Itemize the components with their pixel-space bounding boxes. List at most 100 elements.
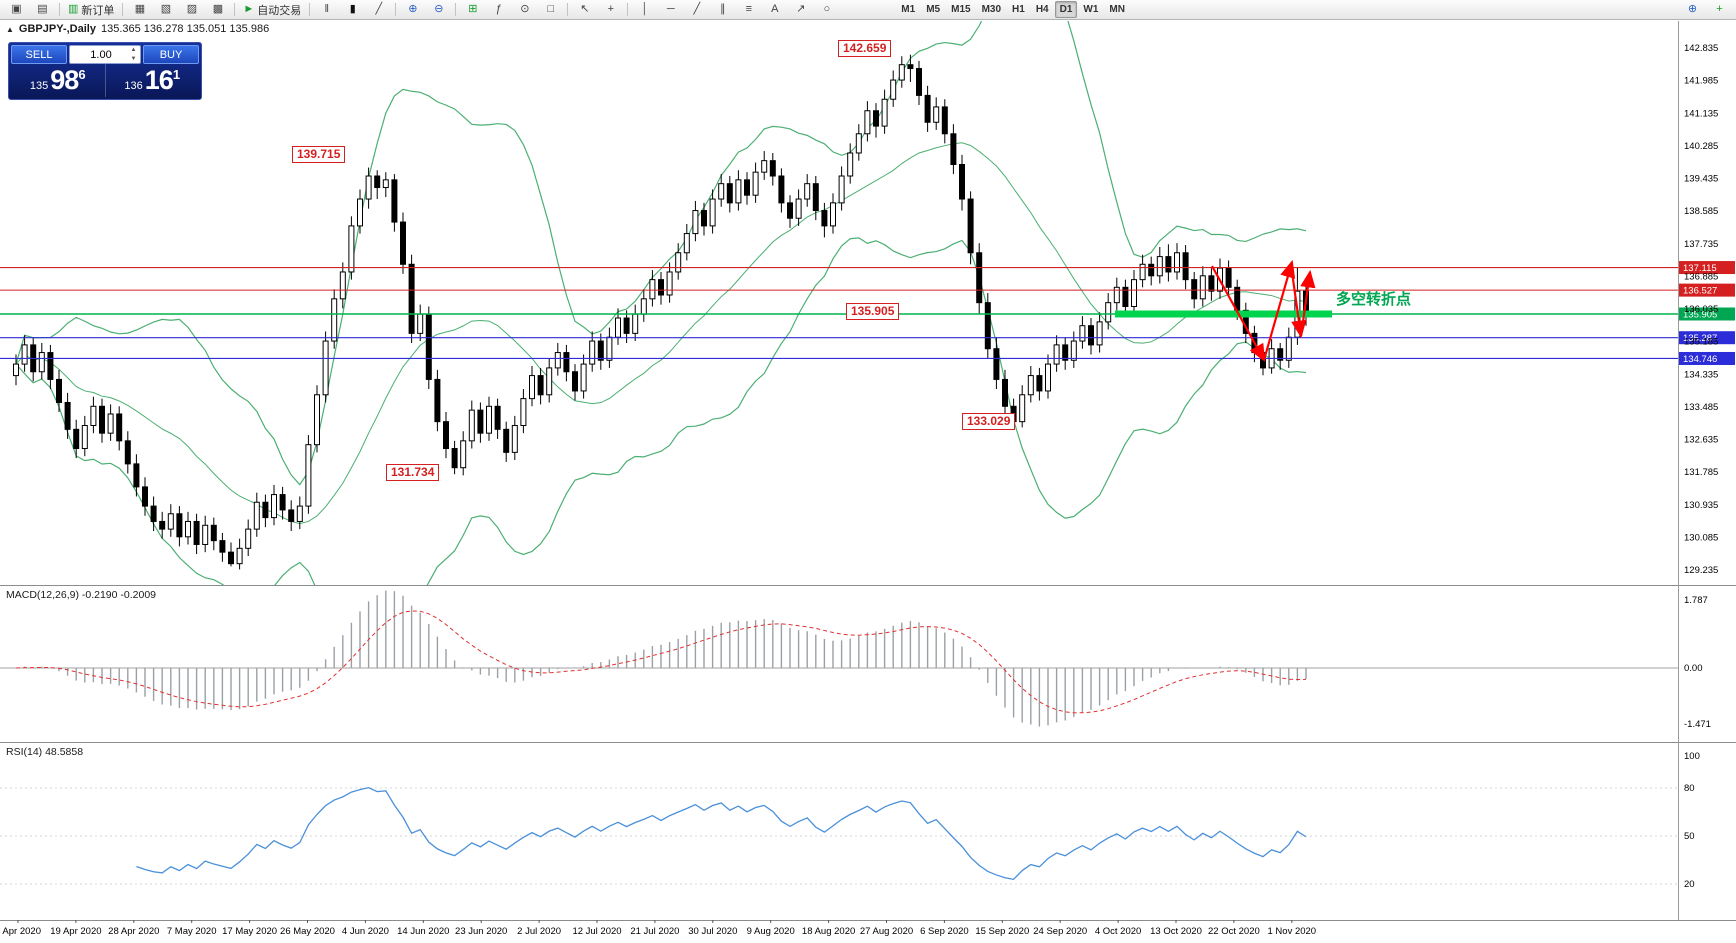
candle <box>1062 337 1069 370</box>
candle <box>563 344 570 382</box>
timeframe-m5[interactable]: M5 <box>926 4 941 15</box>
line-chart-icon[interactable]: ╱ <box>366 0 391 19</box>
candle <box>898 56 905 88</box>
price-callout[interactable]: 139.715 <box>292 146 346 163</box>
profiles-icon[interactable]: ▤ <box>30 0 55 19</box>
candle <box>1096 312 1103 353</box>
lot-size-field: ▲ ▼ <box>69 45 141 64</box>
time-axis[interactable]: 8 Apr 2020 19 Apr 2020 28 Apr 2020 7 May 20… <box>0 920 1316 937</box>
sell-button[interactable]: SELL <box>11 45 67 64</box>
candle <box>365 167 372 209</box>
add-chart-icon[interactable]: + <box>1707 0 1732 19</box>
sell-price[interactable]: 135 98 6 <box>11 64 106 97</box>
tile-windows-icon[interactable]: ⊞ <box>460 0 485 19</box>
lot-decrement-button[interactable]: ▼ <box>130 55 137 62</box>
macd-axis-label: 1.787 <box>1684 595 1708 606</box>
trend-arrow[interactable] <box>1299 269 1316 337</box>
price-callout[interactable]: 142.659 <box>838 40 892 57</box>
candle <box>1079 316 1086 349</box>
market-watch-icon[interactable]: ▦ <box>127 0 152 19</box>
crosshair-icon: + <box>607 3 615 15</box>
candle <box>640 289 647 322</box>
timeframe-w1[interactable]: W1 <box>1083 4 1099 15</box>
timeframe-d1[interactable]: D1 <box>1054 1 1078 18</box>
lot-increment-button[interactable]: ▲ <box>130 47 137 53</box>
trend-arrow[interactable] <box>1262 259 1296 361</box>
time-axis-label: 19 Apr 2020 <box>50 926 101 937</box>
candle <box>417 304 424 342</box>
support-zone-band[interactable] <box>1115 310 1332 318</box>
timeframe-h4[interactable]: H4 <box>1035 4 1049 15</box>
timeframe-m1[interactable]: M1 <box>901 4 916 15</box>
candle <box>1036 367 1043 401</box>
candle <box>1113 277 1120 311</box>
trend-arrow[interactable] <box>1211 265 1266 362</box>
timeframe-h1[interactable]: H1 <box>1012 4 1025 15</box>
candle <box>984 293 991 359</box>
trendline-icon[interactable]: ╱ <box>684 0 709 19</box>
periods-icon[interactable]: ⊙ <box>512 0 537 19</box>
price-callout[interactable]: 133.029 <box>962 413 1016 430</box>
candle <box>219 532 226 562</box>
price-axis[interactable]: 142.835 141.985 141.135 140.285 139.435 138.5… <box>1684 43 1718 576</box>
templates-icon: □ <box>547 3 555 15</box>
search-icon[interactable]: ⊕ <box>1680 0 1705 19</box>
candle <box>142 477 148 516</box>
zoom-in-icon[interactable]: ⊕ <box>400 0 425 19</box>
indicators-icon[interactable]: ƒ <box>486 0 511 19</box>
auto-trading-button[interactable]: ► 自动交易 <box>239 0 305 19</box>
candle <box>202 515 209 553</box>
candle <box>580 354 587 399</box>
candle <box>279 486 286 520</box>
annotation-text[interactable]: 多空转折点 <box>1336 291 1412 308</box>
channel-icon[interactable]: ∥ <box>710 0 735 19</box>
candle <box>735 170 742 211</box>
candle <box>1105 293 1112 330</box>
candle <box>494 398 501 439</box>
timeframe-m15[interactable]: M15 <box>951 4 971 15</box>
cursor-icon[interactable]: ↖ <box>572 0 597 19</box>
price-callout[interactable]: 135.905 <box>846 303 900 320</box>
shapes-icon[interactable]: ○ <box>814 0 839 19</box>
new-order-button[interactable]: ▥ 新订单 <box>64 0 118 19</box>
trend-arrow[interactable] <box>1290 271 1307 339</box>
macd-axis-label: -1.471 <box>1684 719 1711 730</box>
price-axis-label: 138.585 <box>1684 206 1718 217</box>
buy-price[interactable]: 136 16 1 <box>106 64 200 97</box>
templates-icon[interactable]: □ <box>538 0 563 19</box>
vertical-line-icon: │ <box>641 3 649 15</box>
bollinger-lower-band <box>15 237 1307 585</box>
timeframe-m30[interactable]: M30 <box>981 4 1002 15</box>
candles <box>13 54 1309 570</box>
buy-price-prefix: 136 <box>124 80 143 92</box>
macd-label: MACD(12,26,9) -0.2190 -0.2009 <box>6 589 156 601</box>
data-window-icon[interactable]: ▧ <box>153 0 178 19</box>
lot-size-input[interactable] <box>70 48 140 61</box>
timeframe-mn[interactable]: MN <box>1109 4 1125 15</box>
new-chart-icon[interactable]: ▣ <box>4 0 29 19</box>
rsi-axis-label: 100 <box>1684 751 1700 762</box>
navigator-icon[interactable]: ▨ <box>179 0 204 19</box>
arrows-icon[interactable]: ↗ <box>788 0 813 19</box>
price-callout[interactable]: 131.734 <box>386 464 440 481</box>
zoom-out-icon[interactable]: ⊖ <box>426 0 451 19</box>
candle <box>81 415 88 457</box>
time-axis-label: 28 Apr 2020 <box>108 926 159 937</box>
time-axis-label: 1 Nov 2020 <box>1268 926 1317 937</box>
text-icon[interactable]: A <box>762 0 787 19</box>
price-axis-label: 135.185 <box>1684 337 1718 348</box>
horizontal-line-icon[interactable]: ─ <box>658 0 683 19</box>
candle <box>1208 268 1215 301</box>
crosshair-icon[interactable]: + <box>598 0 623 19</box>
vertical-line-icon[interactable]: │ <box>632 0 657 19</box>
terminal-icon[interactable]: ▩ <box>205 0 230 19</box>
candlestick-chart-icon[interactable]: ▮ <box>340 0 365 19</box>
bar-chart-icon[interactable]: ‖ <box>314 0 339 19</box>
time-axis-label: 21 Jul 2020 <box>630 926 679 937</box>
toolbar-separator <box>455 3 457 16</box>
candle <box>855 124 862 161</box>
buy-button[interactable]: BUY <box>143 45 199 64</box>
fibonacci-icon[interactable]: ≡ <box>736 0 761 19</box>
candle <box>933 97 940 130</box>
